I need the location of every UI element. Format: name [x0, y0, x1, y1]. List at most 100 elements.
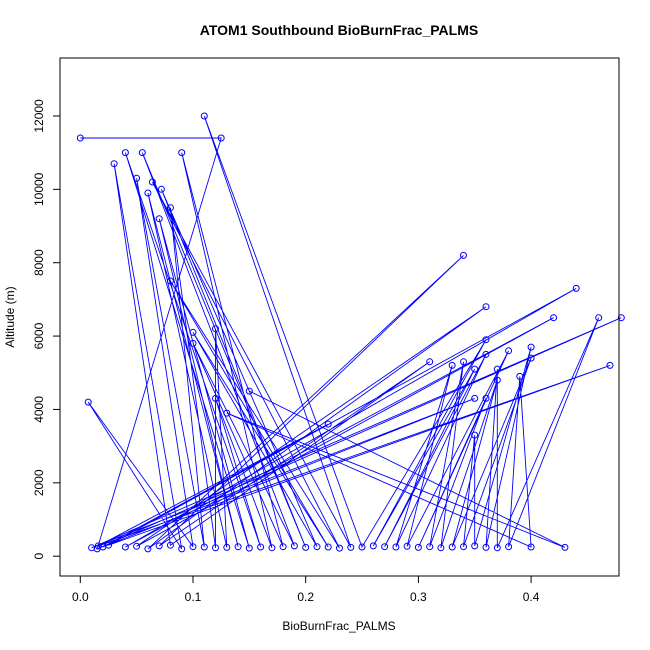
data-point — [212, 394, 219, 402]
data-point — [189, 339, 197, 347]
data-point — [572, 284, 580, 292]
data-point — [217, 134, 225, 142]
y-tick-label: 0 — [32, 553, 46, 560]
data-point — [606, 361, 614, 369]
data-point — [471, 431, 479, 439]
data-point — [268, 544, 276, 552]
data-point — [245, 544, 253, 552]
data-point — [505, 347, 513, 355]
data-point — [133, 174, 141, 182]
series-line — [80, 115, 622, 550]
data-point — [471, 365, 479, 373]
data-point — [133, 542, 141, 550]
data-point — [121, 149, 129, 157]
y-tick-label: 4000 — [32, 396, 46, 423]
data-point — [223, 543, 231, 551]
data-point — [381, 543, 389, 551]
data-point — [212, 544, 219, 552]
data-point — [189, 328, 197, 336]
data-point — [403, 542, 411, 550]
x-tick-label: 0.0 — [72, 590, 89, 604]
y-tick-label: 8000 — [32, 249, 46, 276]
data-point — [84, 398, 92, 406]
data-point — [178, 149, 186, 157]
data-point — [302, 543, 310, 551]
data-point — [358, 543, 366, 551]
data-point — [505, 543, 513, 551]
x-tick-label: 0.2 — [297, 590, 314, 604]
data-point — [279, 543, 287, 551]
y-tick-label: 12000 — [32, 99, 46, 133]
x-tick-label: 0.3 — [410, 590, 427, 604]
data-point — [516, 372, 524, 380]
data-point — [482, 394, 490, 402]
data-point — [448, 361, 456, 369]
data-point — [493, 365, 501, 373]
data-point — [157, 185, 165, 193]
data-point — [561, 543, 569, 551]
data-point — [527, 354, 535, 362]
data-point — [245, 387, 253, 395]
data-point — [212, 325, 219, 333]
data-point — [482, 350, 490, 358]
data-point — [595, 314, 603, 322]
data-point — [493, 544, 501, 552]
data-point — [347, 543, 355, 551]
data-point — [471, 542, 479, 550]
y-axis: 0 2000 4000 6000 8000 10000 12000 — [32, 99, 61, 560]
data-point — [392, 543, 400, 551]
data-point — [189, 543, 197, 551]
data-point — [527, 343, 535, 351]
data-point — [426, 543, 434, 551]
data-point — [148, 178, 156, 186]
data-point — [200, 543, 208, 551]
data-point — [336, 544, 343, 552]
data-point — [144, 189, 152, 197]
y-tick-label: 6000 — [32, 322, 46, 349]
y-tick-label: 2000 — [32, 469, 46, 496]
data-point — [223, 409, 231, 417]
data-point — [105, 541, 112, 549]
data-point — [527, 543, 535, 551]
x-tick-label: 0.1 — [185, 590, 202, 604]
data-point — [144, 545, 152, 553]
series-layer — [76, 112, 625, 553]
x-tick-label: 0.4 — [523, 590, 540, 604]
data-point — [369, 542, 377, 550]
data-point — [94, 542, 102, 550]
x-axis: 0.0 0.1 0.2 0.3 0.4 — [72, 575, 540, 604]
data-point — [290, 542, 298, 550]
data-point — [414, 543, 422, 551]
data-point — [257, 543, 265, 551]
data-point — [138, 149, 146, 157]
data-point — [313, 543, 321, 551]
data-point — [166, 541, 174, 549]
x-axis-label: BioBurnFrac_PALMS — [282, 619, 395, 633]
data-point — [234, 543, 242, 551]
data-point — [493, 376, 501, 384]
data-point — [76, 134, 84, 142]
data-point — [166, 277, 174, 285]
data-point — [550, 314, 558, 322]
data-point — [426, 358, 434, 366]
data-point — [166, 204, 174, 212]
data-point — [324, 543, 332, 551]
chart-title: ATOM1 Southbound BioBurnFrac_PALMS — [200, 22, 478, 38]
y-axis-label: Altitude (m) — [3, 286, 17, 347]
data-point — [471, 394, 479, 402]
data-point — [482, 303, 490, 311]
data-point — [460, 543, 467, 551]
data-point — [178, 545, 186, 553]
data-point — [617, 314, 625, 322]
data-point — [121, 543, 129, 551]
data-point — [88, 544, 96, 552]
data-point — [482, 543, 490, 551]
data-point — [448, 543, 456, 551]
y-tick-label: 10000 — [32, 172, 46, 206]
data-point — [155, 542, 163, 550]
data-point — [460, 358, 467, 366]
data-point — [437, 544, 445, 552]
data-point — [482, 336, 490, 344]
